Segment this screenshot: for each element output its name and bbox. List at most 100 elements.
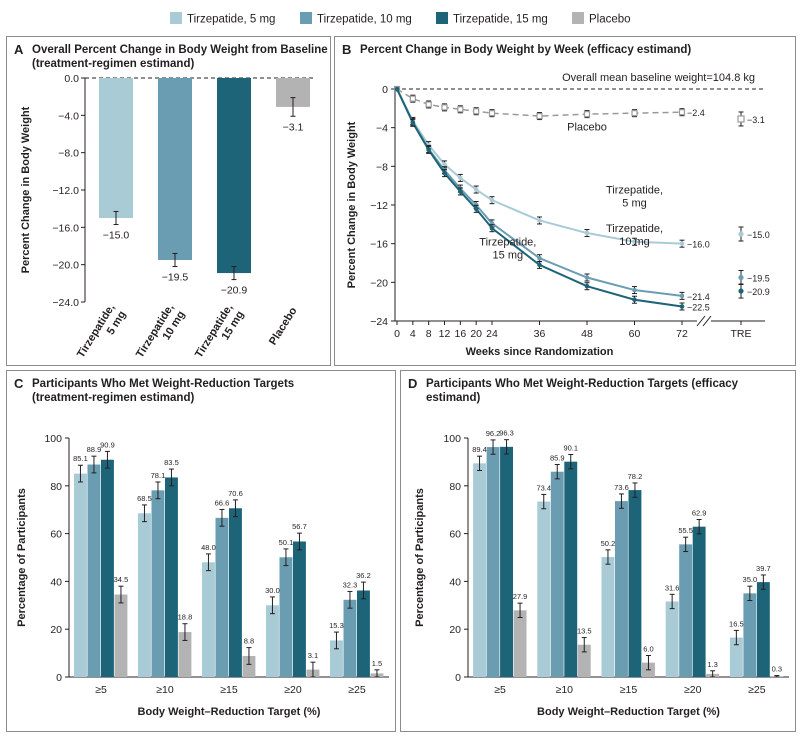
tre-point: [738, 231, 744, 237]
data-label: 85.9: [550, 454, 565, 463]
y-tick-label: 20: [50, 624, 62, 636]
bar: [473, 463, 486, 677]
y-tick-label: −4: [376, 123, 388, 135]
y-tick-label: −24: [370, 316, 388, 328]
tre-value-label: −3.1: [747, 115, 765, 125]
y-tick-label: 0: [455, 672, 461, 684]
bar: [756, 582, 770, 677]
legend-label: Tirzepatide, 10 mg: [317, 14, 412, 26]
data-label: 70.6: [228, 489, 243, 498]
x-tick-label: 4: [410, 328, 416, 340]
bar: [74, 473, 87, 677]
panel-a-title-line2: (treatment-regimen estimand): [32, 58, 195, 70]
panel-c-title-line1: Participants Who Met Weight-Reduction Ta…: [32, 378, 295, 390]
y-tick-label: 40: [449, 576, 461, 588]
bar: [601, 557, 615, 677]
bar: [178, 632, 192, 677]
panel-b: B Percent Change in Body Weight by Week …: [334, 36, 796, 366]
chart-b-svg: 0−4−8−12−16−20−240 4 8 12 16 20 24 36 48 60 72 TREW…: [346, 72, 770, 358]
y-tick-label: 20: [449, 624, 461, 636]
curve-label-line2: 10 mg: [619, 236, 650, 248]
panel-d-title: Participants Who Met Weight-Reduction Ta…: [426, 377, 795, 405]
data-label: 32.3: [343, 580, 358, 589]
data-label: 6.0: [643, 644, 653, 653]
x-axis-title: Body Weight–Reduction Target (%): [138, 706, 321, 718]
axis-break-mark: [702, 315, 712, 327]
data-point: [489, 197, 495, 203]
bar: [692, 526, 706, 677]
tre-point: [737, 115, 745, 123]
legend-label: Placebo: [589, 14, 631, 26]
x-category-label: ≥10: [156, 684, 174, 696]
x-category-label: ≥20: [684, 684, 702, 696]
data-point: [537, 262, 542, 268]
data-label: 62.9: [692, 508, 707, 517]
chart-d-svg: 0 20 40 60 80 100 Percentage of Participants Bo…: [414, 429, 789, 718]
y-tick-label: −24.0: [52, 297, 79, 309]
end-value-label: −21.4: [687, 292, 710, 302]
y-tick-label: 80: [50, 481, 62, 493]
x-category-label: ≥20: [284, 684, 302, 696]
panel-d: D Participants Who Met Weight-Reduction …: [400, 370, 796, 732]
data-point: [584, 283, 590, 289]
data-label: 3.1: [308, 651, 318, 660]
panel-c-title: Participants Who Met Weight-Reduction Ta…: [32, 377, 294, 405]
legend-swatch: [572, 12, 584, 24]
curve-label-line1: Tirzepatide,: [606, 184, 663, 196]
data-point: [536, 112, 543, 120]
x-tick-label: 60: [629, 328, 641, 340]
x-category-label: ≥15: [620, 684, 638, 696]
y-tick-label: −12.0: [52, 185, 79, 197]
x-category-label: ≥5: [494, 684, 506, 696]
bar: [138, 513, 151, 677]
y-axis-title: Percentage of Participants: [414, 488, 426, 627]
axis-break-mark: [696, 315, 706, 327]
series-line: [396, 88, 683, 117]
data-point: [678, 109, 686, 116]
bar: [679, 544, 693, 677]
bar: [628, 490, 642, 677]
data-label: 78.2: [628, 472, 643, 481]
data-label: 34.5: [114, 575, 129, 584]
bar: [564, 461, 578, 677]
data-point: [537, 255, 542, 261]
data-point: [458, 175, 463, 181]
data-point: [473, 108, 480, 115]
data-label: 55.5: [678, 526, 693, 535]
legend-label: Tirzepatide, 5 mg: [187, 14, 275, 26]
data-label: 50.2: [601, 539, 616, 548]
bar: [330, 640, 343, 677]
x-category-label: ≥5: [95, 684, 107, 696]
x-tick-label: 72: [676, 328, 688, 340]
tre-value-label: −20.9: [747, 287, 770, 297]
y-tick-label: −16.0: [52, 222, 79, 234]
curve-label-line1: Tirzepatide,: [479, 237, 536, 249]
x-tick-label-tre: TRE: [731, 328, 752, 340]
y-tick-label: 80: [449, 481, 461, 493]
y-tick-label: 40: [50, 576, 62, 588]
data-point: [584, 275, 590, 280]
y-tick-label: 100: [443, 433, 461, 445]
data-label: 89.4: [472, 445, 487, 454]
bar: [743, 593, 757, 677]
bar: [615, 501, 628, 677]
x-tick-label: 8: [426, 328, 432, 340]
bar: [165, 477, 178, 677]
x-category-label: ≥10: [556, 684, 574, 696]
data-label: 27.9: [513, 592, 528, 601]
data-point: [409, 95, 416, 102]
y-tick-label: 0: [56, 672, 62, 684]
x-tick-label: 24: [486, 328, 498, 340]
bar: [343, 599, 357, 677]
y-tick-label: 0.0: [64, 73, 79, 85]
data-point: [425, 101, 432, 108]
category-label: Tirzepatide,15 mg: [193, 302, 246, 365]
data-point: [632, 287, 637, 293]
legend-swatch: [300, 12, 312, 24]
data-label: 18.8: [178, 613, 193, 622]
data-label: 15.3: [329, 621, 344, 630]
data-label: 96.3: [499, 429, 514, 438]
data-label: −19.5: [162, 272, 189, 284]
x-category-label: ≥25: [748, 684, 766, 696]
panel-b-title-line1: Percent Change in Body Weight by Week (e…: [360, 44, 692, 56]
